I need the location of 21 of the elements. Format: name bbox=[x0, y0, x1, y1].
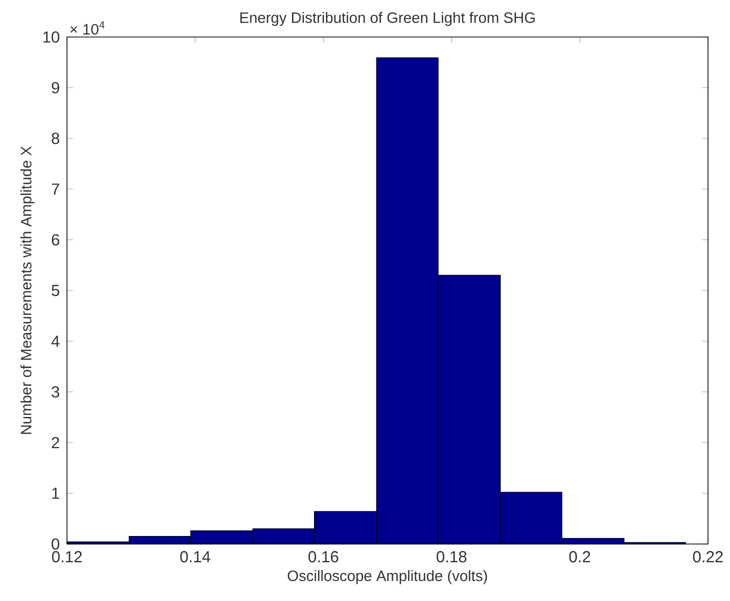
y-axis-title: Number of Measurements with Amplitude X bbox=[20, 146, 34, 434]
y-tick-label: 3 bbox=[52, 386, 60, 398]
y-tick-label: 9 bbox=[52, 82, 60, 94]
y-tick-label: 8 bbox=[52, 132, 60, 144]
y-tick-label: 2 bbox=[52, 437, 60, 448]
x-tick-label: 0.22 bbox=[693, 551, 723, 562]
y-tick-label: 0 bbox=[52, 538, 60, 550]
x-tick-label: 0.16 bbox=[308, 551, 338, 562]
y-tick-label: 7 bbox=[52, 184, 60, 195]
x-tick-label: 0.2 bbox=[569, 551, 590, 562]
x-tick-label: 0.12 bbox=[52, 551, 82, 562]
chart-title: Energy Distribution of Green Light from SHG bbox=[240, 12, 535, 26]
x-tick-label: 0.18 bbox=[436, 551, 466, 562]
y-tick-label: 10 bbox=[43, 31, 60, 43]
x-tick-label: 0.14 bbox=[180, 551, 210, 562]
y-tick-label: 1 bbox=[52, 488, 60, 499]
x-axis-title: Oscilloscope Amplitude (volts) bbox=[288, 570, 487, 584]
y-tick-label: 6 bbox=[52, 234, 60, 246]
y-tick-label: 4 bbox=[51, 336, 60, 347]
y-tick-label: 5 bbox=[52, 284, 60, 296]
text: × 10$^{4}$ bbox=[70, 21, 105, 35]
